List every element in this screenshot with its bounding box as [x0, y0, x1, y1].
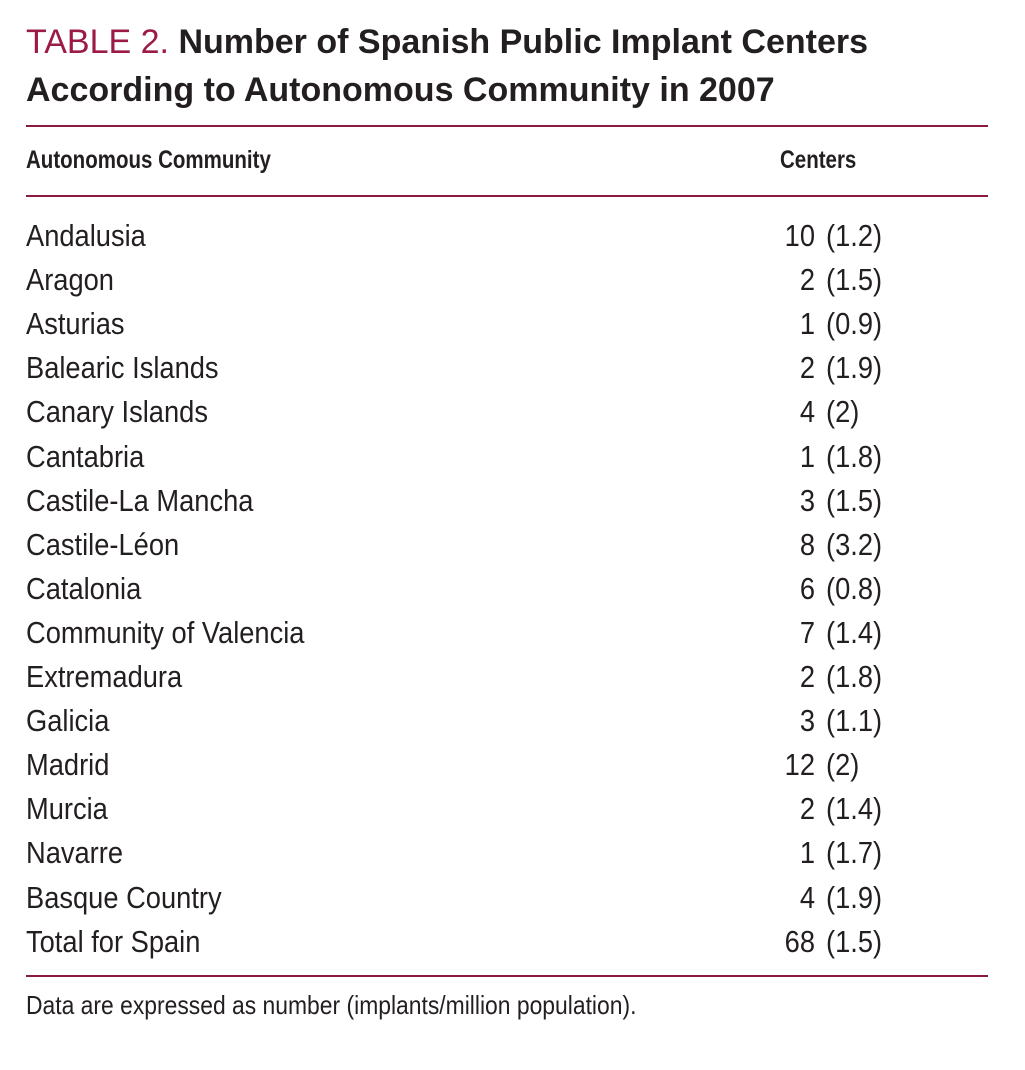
centers-count: 8 — [799, 526, 815, 562]
table-row: Castile-La Mancha 3 (1.5) — [26, 479, 926, 523]
table-row: Asturias 1 (0.9) — [26, 302, 926, 346]
implants-per-million: (0.9) — [826, 306, 883, 342]
table-label: TABLE 2. — [26, 23, 169, 61]
community-name: Total for Spain — [26, 923, 201, 959]
table-row: Basque Country 4 (1.9) — [26, 876, 926, 920]
centers-count: 2 — [799, 350, 815, 386]
centers-count: 12 — [784, 747, 815, 783]
community-name: Asturias — [26, 306, 125, 342]
implants-per-million: (0.8) — [826, 570, 883, 606]
centers-count: 4 — [799, 394, 815, 430]
implants-per-million: (1.1) — [826, 703, 883, 739]
implants-per-million: (1.2) — [826, 218, 883, 253]
implants-per-million: (1.5) — [826, 482, 883, 518]
header-community: Autonomous Community — [26, 146, 271, 174]
community-name: Basque Country — [26, 879, 222, 915]
implants-per-million: (2) — [826, 747, 860, 783]
implants-per-million: (1.4) — [826, 791, 883, 827]
community-name: Castile-La Mancha — [26, 482, 254, 518]
table-row: Cantabria 1 (1.8) — [26, 435, 926, 479]
community-name: Andalusia — [26, 218, 146, 253]
community-name: Aragon — [26, 262, 114, 298]
implants-per-million: (1.4) — [826, 614, 883, 650]
centers-count: 2 — [799, 659, 815, 694]
table-title: TABLE 2. Number of Spanish Public Implan… — [26, 18, 1016, 114]
community-name: Murcia — [26, 791, 108, 827]
table-row: Catalonia 6 (0.8) — [26, 567, 926, 611]
header-centers: Centers — [780, 146, 857, 174]
community-name: Catalonia — [26, 570, 142, 606]
community-name: Galicia — [26, 703, 110, 739]
implants-per-million: (1.5) — [826, 262, 883, 298]
implants-per-million: (1.7) — [826, 835, 883, 871]
table-row: Andalusia 10 (1.2) — [26, 214, 926, 258]
centers-count: 7 — [799, 614, 815, 650]
centers-count: 2 — [799, 791, 815, 827]
centers-count: 3 — [799, 482, 815, 518]
centers-count: 1 — [799, 306, 815, 342]
table-row: Aragon 2 (1.5) — [26, 258, 926, 302]
bottom-rule — [26, 975, 988, 977]
community-name: Cantabria — [26, 438, 145, 474]
implants-per-million: (3.2) — [826, 526, 883, 562]
implants-per-million: (1.8) — [826, 659, 883, 694]
table-row: Total for Spain 68 (1.5) — [26, 920, 926, 964]
implants-per-million: (2) — [826, 394, 860, 430]
table-row: Extremadura 2 (1.8) — [26, 655, 926, 699]
table-row: Castile-Léon 8 (3.2) — [26, 523, 926, 567]
centers-count: 1 — [799, 835, 815, 871]
table-row: Navarre 1 (1.7) — [26, 831, 926, 875]
community-name: Balearic Islands — [26, 350, 219, 386]
footnote: Data are expressed as number (implants/m… — [26, 990, 637, 1020]
table-row: Balearic Islands 2 (1.9) — [26, 346, 926, 390]
centers-count: 1 — [799, 438, 815, 474]
table-row: Community of Valencia 7 (1.4) — [26, 611, 926, 655]
implants-per-million: (1.8) — [826, 438, 883, 474]
centers-count: 68 — [784, 923, 815, 959]
centers-count: 6 — [799, 570, 815, 606]
header-rule — [26, 195, 988, 197]
community-name: Canary Islands — [26, 394, 208, 430]
community-name: Castile-Léon — [26, 526, 180, 562]
table-row: Murcia 2 (1.4) — [26, 787, 926, 831]
top-rule — [26, 125, 988, 127]
community-name: Extremadura — [26, 659, 183, 694]
community-name: Madrid — [26, 747, 110, 783]
community-name: Community of Valencia — [26, 614, 305, 650]
centers-count: 10 — [784, 218, 815, 253]
centers-count: 4 — [799, 879, 815, 915]
community-name: Navarre — [26, 835, 124, 871]
table-caption: Number of Spanish Public Implant Centers… — [26, 23, 868, 109]
table-row: Galicia 3 (1.1) — [26, 699, 926, 743]
table-row: Madrid 12 (2) — [26, 743, 926, 787]
table-row: Canary Islands 4 (2) — [26, 390, 926, 434]
implants-per-million: (1.9) — [826, 879, 883, 915]
centers-count: 3 — [799, 703, 815, 739]
implants-per-million: (1.9) — [826, 350, 883, 386]
centers-count: 2 — [799, 262, 815, 298]
implants-per-million: (1.5) — [826, 923, 883, 959]
